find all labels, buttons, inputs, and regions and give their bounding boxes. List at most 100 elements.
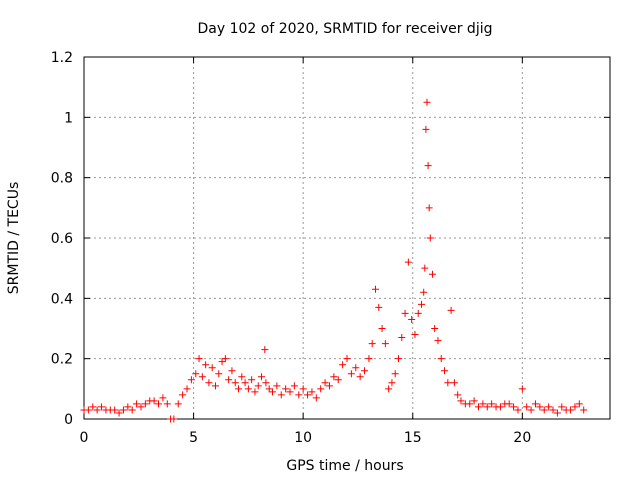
data-point (447, 306, 455, 314)
y-tick-label: 1 (64, 110, 73, 126)
data-point (496, 403, 504, 411)
data-point (238, 373, 246, 381)
data-point (371, 285, 379, 293)
data-point (241, 379, 249, 387)
data-point (225, 376, 233, 384)
data-point (536, 403, 544, 411)
data-point (421, 264, 429, 272)
data-point (312, 394, 320, 402)
data-point (334, 376, 342, 384)
data-point (395, 355, 403, 363)
y-tick-label: 1.2 (51, 50, 73, 66)
data-point (235, 385, 243, 393)
data-point (450, 379, 458, 387)
data-point (457, 397, 465, 405)
data-point (231, 379, 239, 387)
data-point (398, 334, 406, 342)
data-point (98, 403, 106, 411)
data-point (170, 415, 178, 423)
data-point (286, 388, 294, 396)
axis-ticks: 0 5 10 15 20 0 0.2 0.4 0.6 0.8 1 1.2 (51, 50, 610, 446)
data-point (251, 388, 259, 396)
data-point (339, 361, 347, 369)
data-point (254, 382, 262, 390)
data-point (466, 400, 474, 408)
chart-title: Day 102 of 2020, SRMTID for receiver dji… (198, 21, 493, 37)
data-point (368, 340, 376, 348)
data-point (401, 309, 409, 317)
y-tick-label: 0.4 (51, 291, 73, 307)
x-axis-label: GPS time / hours (286, 458, 403, 474)
data-point (258, 373, 266, 381)
data-point (208, 364, 216, 372)
grid (84, 57, 610, 419)
data-point (483, 403, 491, 411)
data-point (540, 406, 548, 414)
data-point (174, 400, 182, 408)
data-point (356, 373, 364, 381)
x-tick-label: 0 (80, 430, 89, 446)
data-point (531, 400, 539, 408)
data-point (290, 382, 298, 390)
data-point (418, 300, 426, 308)
data-point (93, 406, 101, 414)
data-point (265, 385, 273, 393)
data-point (479, 400, 487, 408)
data-point (163, 400, 171, 408)
data-point (437, 355, 445, 363)
data-point (295, 391, 303, 399)
data-point (215, 370, 223, 378)
data-point (89, 403, 97, 411)
data-point (444, 379, 452, 387)
data-point (325, 382, 333, 390)
data-point (133, 400, 141, 408)
data-point (365, 355, 373, 363)
data-point (523, 403, 531, 411)
data-point (155, 400, 163, 408)
data-point (420, 288, 428, 296)
data-point (248, 376, 256, 384)
data-point (261, 346, 269, 354)
x-tick-label: 15 (404, 430, 422, 446)
data-point (549, 406, 557, 414)
data-point (426, 234, 434, 242)
data-point (277, 391, 285, 399)
data-point (434, 337, 442, 345)
data-point (141, 400, 149, 408)
y-axis-label: SRMTID / TECUs (6, 182, 22, 295)
data-point (575, 400, 583, 408)
y-tick-label: 0.6 (51, 231, 73, 247)
data-point (428, 270, 436, 278)
data-point (244, 385, 252, 393)
data-point (488, 400, 496, 408)
data-point (282, 385, 290, 393)
data-point (361, 367, 369, 375)
data-points (80, 98, 588, 423)
data-point (179, 391, 187, 399)
data-point (388, 379, 396, 387)
data-point (514, 406, 522, 414)
data-point (205, 379, 213, 387)
data-point (159, 394, 167, 402)
data-point (431, 325, 439, 332)
data-point (308, 388, 316, 396)
data-point (221, 355, 229, 363)
data-point (454, 391, 462, 399)
data-point (150, 397, 158, 405)
data-point (119, 406, 127, 414)
data-point (330, 373, 338, 381)
x-tick-label: 10 (294, 430, 312, 446)
data-point (527, 406, 535, 414)
data-point (262, 379, 270, 387)
data-point (84, 406, 92, 414)
data-point (505, 400, 513, 408)
data-point (273, 382, 281, 390)
data-point (192, 370, 200, 378)
data-point (304, 391, 312, 399)
data-point (321, 379, 329, 387)
data-point (553, 409, 561, 417)
data-point (198, 373, 206, 381)
data-point (470, 397, 478, 405)
